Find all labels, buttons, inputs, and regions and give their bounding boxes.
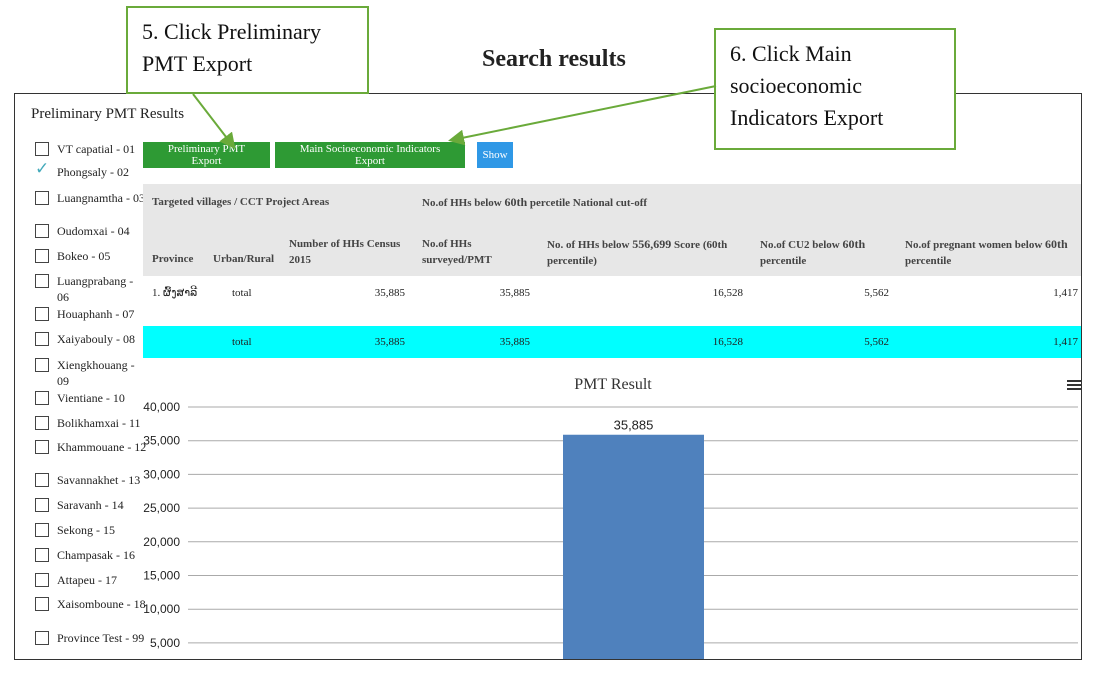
checkmark-icon[interactable]: ✓ bbox=[35, 159, 50, 179]
annotation-step-6: 6. Click Main socioeconomic Indicators E… bbox=[714, 28, 956, 150]
province-label: Oudomxai - 04 bbox=[57, 224, 130, 238]
cell-pregnant: 1,417 bbox=[1053, 287, 1078, 299]
cell-below-score: 16,528 bbox=[712, 336, 743, 348]
province-label: Attapeu - 17 bbox=[57, 573, 117, 587]
checkbox[interactable] bbox=[35, 358, 49, 372]
cell-province: 1. ຜົ້ງສາລີ bbox=[152, 287, 198, 299]
results-panel: Preliminary PMT Results VT capatial - 01… bbox=[14, 93, 1082, 660]
table-total-row: total 35,885 35,885 16,528 5,562 1,417 bbox=[143, 326, 1081, 358]
table-row: 1. ຜົ້ງສາລີ total 35,885 35,885 16,528 5… bbox=[143, 276, 1081, 324]
hamburger-menu-icon[interactable] bbox=[1067, 378, 1081, 392]
annotation-line: socioeconomic bbox=[730, 73, 862, 98]
y-tick-label: 20,000 bbox=[143, 535, 180, 549]
col-header-province: Province bbox=[152, 253, 194, 265]
group-header-below-cutoff: No.of HHs below 60th percetile National … bbox=[422, 195, 648, 209]
checkbox[interactable] bbox=[35, 142, 49, 156]
province-label: Khammouane - 12 bbox=[57, 440, 147, 454]
checkbox[interactable] bbox=[35, 440, 49, 454]
cell-urban-rural: total bbox=[232, 287, 252, 299]
province-label: Luangnamtha - 03 bbox=[57, 191, 145, 205]
checkbox[interactable] bbox=[35, 391, 49, 405]
checkbox[interactable] bbox=[35, 498, 49, 512]
province-label: Bokeo - 05 bbox=[57, 249, 111, 263]
province-label: Sekong - 15 bbox=[57, 523, 115, 537]
province-label: Savannakhet - 13 bbox=[57, 473, 141, 487]
y-tick-label: 30,000 bbox=[143, 467, 180, 481]
col-header-below-score: No. of HHs below 556,699 Score (60th per… bbox=[547, 237, 728, 267]
col-header-cu2: No.of CU2 below 60th percentile bbox=[760, 237, 866, 267]
y-tick-label: 35,000 bbox=[143, 434, 180, 448]
cell-cu2: 5,562 bbox=[864, 287, 889, 299]
province-label: Province Test - 99 bbox=[57, 631, 145, 645]
province-label: Xiengkhouang - 09 bbox=[57, 358, 135, 388]
col-header-surveyed: No.of HHs surveyed/PMT bbox=[422, 238, 492, 266]
checkbox[interactable] bbox=[35, 573, 49, 587]
y-tick-label: 40,000 bbox=[143, 400, 180, 414]
checkbox[interactable] bbox=[35, 274, 49, 288]
chart-plot: 5,000 10,000 15,000 20,000 25,000 30,000 35,00… bbox=[143, 400, 1078, 659]
province-label: Champasak - 16 bbox=[57, 548, 135, 562]
annotation-line: 6. Click Main bbox=[730, 41, 852, 66]
preliminary-pmt-export-button[interactable]: Preliminary PMT Export bbox=[143, 142, 270, 168]
province-label: Phongsaly - 02 bbox=[57, 165, 129, 179]
checkbox[interactable] bbox=[35, 597, 49, 611]
chart-title: PMT Result bbox=[574, 376, 652, 393]
province-label: Houaphanh - 07 bbox=[57, 307, 135, 321]
cell-surveyed: 35,885 bbox=[499, 336, 530, 348]
annotation-line: 5. Click Preliminary bbox=[142, 19, 322, 44]
annotation-step-5: 5. Click Preliminary PMT Export bbox=[126, 6, 369, 94]
pmt-result-chart: PMT Result 5,000 10,000 15,000 20,000 25,000… bbox=[143, 370, 1081, 659]
table-header: Targeted villages / CCT Project Areas No… bbox=[143, 184, 1081, 276]
panel-title: Preliminary PMT Results bbox=[31, 106, 185, 122]
col-header-census: Number of HHs Census 2015 bbox=[289, 238, 401, 266]
cell-pregnant: 1,417 bbox=[1053, 336, 1078, 348]
group-header-targeted: Targeted villages / CCT Project Areas bbox=[152, 196, 330, 208]
y-tick-label: 15,000 bbox=[143, 569, 180, 583]
col-header-urban-rural: Urban/Rural bbox=[213, 253, 275, 265]
cell-cu2: 5,562 bbox=[864, 336, 889, 348]
province-label: Vientiane - 10 bbox=[57, 391, 125, 405]
y-tick-label: 25,000 bbox=[143, 501, 180, 515]
checkbox[interactable] bbox=[35, 631, 49, 645]
checkbox[interactable] bbox=[35, 332, 49, 346]
search-results-title: Search results bbox=[482, 46, 626, 72]
cell-urban-rural: total bbox=[232, 336, 252, 348]
province-label: Xaisomboune - 18 bbox=[57, 597, 146, 611]
checkbox[interactable] bbox=[35, 473, 49, 487]
checkbox[interactable] bbox=[35, 523, 49, 537]
show-button[interactable]: Show bbox=[477, 142, 513, 168]
cell-below-score: 16,528 bbox=[712, 287, 743, 299]
y-tick-label: 10,000 bbox=[143, 602, 180, 616]
province-label: Luangprabang - 06 bbox=[57, 274, 134, 304]
cell-surveyed: 35,885 bbox=[499, 287, 530, 299]
checkbox[interactable] bbox=[35, 191, 49, 205]
cell-census: 35,885 bbox=[374, 336, 405, 348]
annotation-line: Indicators Export bbox=[730, 105, 884, 130]
checkbox[interactable] bbox=[35, 249, 49, 263]
province-label: Saravanh - 14 bbox=[57, 498, 124, 512]
y-tick-label: 5,000 bbox=[150, 636, 180, 650]
checkbox[interactable] bbox=[35, 307, 49, 321]
province-label: Xaiyabouly - 08 bbox=[57, 332, 135, 346]
main-socioeconomic-export-button[interactable]: Main Socioeconomic Indicators Export bbox=[275, 142, 465, 168]
bar-data-label: 35,885 bbox=[614, 418, 654, 433]
checkbox[interactable] bbox=[35, 416, 49, 430]
annotation-line: PMT Export bbox=[142, 51, 253, 76]
checkbox[interactable] bbox=[35, 548, 49, 562]
bar bbox=[563, 434, 704, 659]
province-label: Bolikhamxai - 11 bbox=[57, 416, 141, 430]
col-header-pregnant: No.of pregnant women below 60th percenti… bbox=[905, 237, 1068, 267]
checkbox[interactable] bbox=[35, 224, 49, 238]
province-label: VT capatial - 01 bbox=[57, 142, 136, 156]
cell-census: 35,885 bbox=[374, 287, 405, 299]
